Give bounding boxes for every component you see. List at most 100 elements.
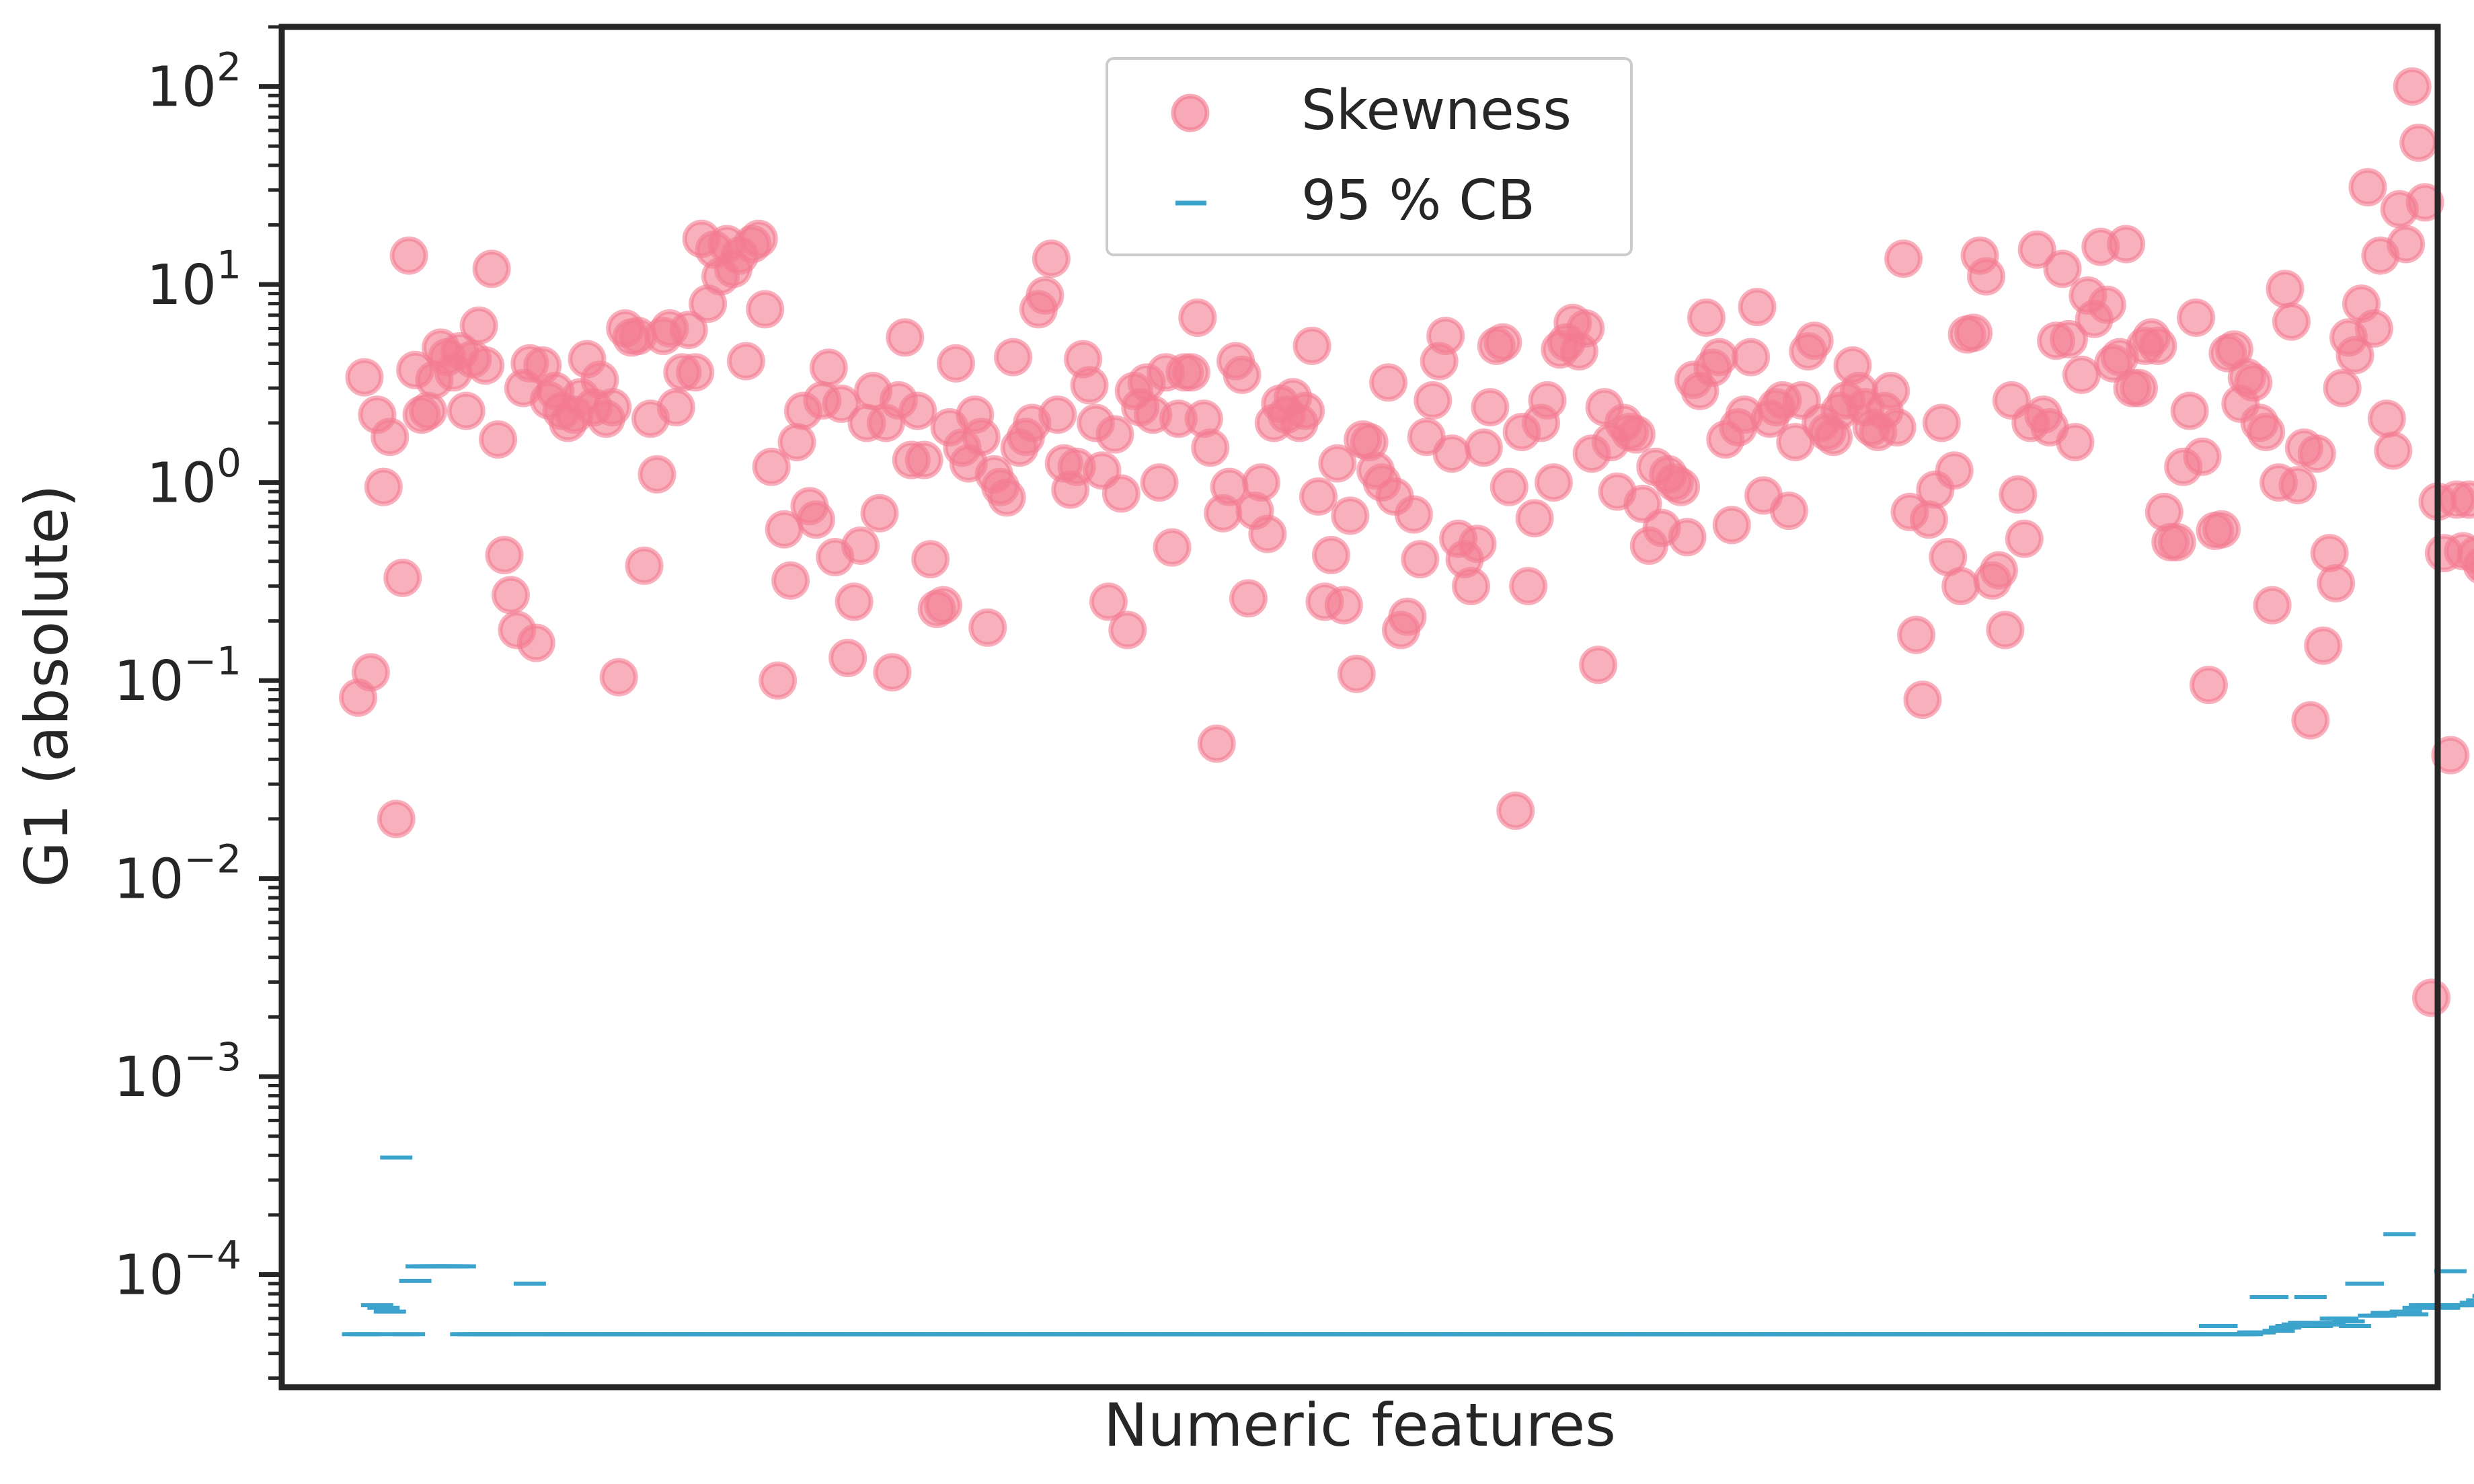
skewness-point [746, 290, 785, 329]
y-tick-exponent: −2 [184, 836, 242, 882]
skewness-point [2234, 363, 2273, 402]
skewness-point [987, 478, 1026, 517]
skewness-point [822, 384, 861, 423]
skewness-point [447, 391, 486, 430]
skewness-point [2335, 336, 2374, 375]
skewness-point [2120, 368, 2159, 407]
skewness-point [1769, 492, 1808, 531]
skewness-point [771, 561, 810, 600]
skewness-point [2017, 230, 2056, 269]
skewness-point [2317, 563, 2356, 602]
y-tick-label: 10−3 [114, 1034, 241, 1109]
y-axis-label: G1 (absolute) [12, 484, 81, 887]
y-tick-exponent: −3 [184, 1034, 242, 1080]
skewness-point [2202, 510, 2241, 549]
skewness-point [1140, 463, 1179, 502]
y-tick-base: 10 [114, 848, 184, 912]
cb-series [342, 1155, 2474, 1337]
y-tick-exponent: 0 [217, 440, 241, 486]
skewness-point [2043, 249, 2082, 288]
skewness-point [860, 494, 899, 533]
skewness-point [371, 418, 410, 457]
skewness-point [2272, 302, 2311, 341]
skewness-point [1191, 428, 1230, 467]
y-tick-base: 10 [114, 1046, 184, 1109]
skewness-point [2183, 437, 2222, 476]
y-tick-exponent: 1 [217, 242, 241, 288]
skewness-point [2348, 167, 2387, 206]
skewness-point [962, 418, 1001, 457]
skewness-point [1248, 514, 1287, 553]
skewness-point [1089, 582, 1128, 621]
skewness-point [2266, 270, 2305, 309]
y-tick-label: 10−2 [114, 836, 241, 912]
skewness-point [669, 311, 708, 350]
skewness-point [1566, 309, 1605, 348]
skewness-point [409, 391, 448, 430]
skewness-point [911, 540, 950, 579]
skewness-point [1414, 381, 1453, 420]
skewness-point [1369, 363, 1408, 402]
skewness-point [1292, 326, 1331, 365]
skewness-point [886, 318, 925, 357]
skewness-point [904, 440, 943, 479]
skewness-point [1884, 239, 1923, 278]
y-tick-label: 102 [147, 44, 241, 120]
skewness-point [377, 799, 416, 838]
skewness-point [1515, 499, 1554, 538]
y-tick-base: 10 [147, 452, 217, 516]
skewness-point [1153, 528, 1192, 567]
y-tick-label: 10−4 [114, 1233, 241, 1308]
skewness-point [2354, 309, 2393, 348]
skewness-point [1579, 646, 1618, 685]
skewness-point [1286, 391, 1325, 430]
skewness-point [835, 582, 874, 621]
skewness-point [2177, 298, 2216, 337]
legend-skewness-marker [1171, 93, 1210, 132]
skewness-point [994, 338, 1033, 377]
skewness-point [1871, 371, 1910, 410]
skewness-point [1999, 475, 2038, 514]
skewness-point [1178, 298, 1217, 337]
skewness-point [2278, 466, 2317, 505]
skewness-point [2469, 555, 2474, 581]
skewness-point [485, 536, 524, 575]
skewness-point [1528, 381, 1567, 420]
skewness-point [2367, 399, 2406, 438]
y-tick-label: 10−1 [114, 638, 241, 713]
skewness-point [739, 219, 778, 258]
y-tick-base: 10 [147, 56, 217, 120]
skewness-point [383, 558, 422, 597]
y-tick-base: 10 [147, 253, 217, 317]
skewness-point [1490, 467, 1529, 506]
skewness-point [1432, 434, 1471, 473]
y-tick-label: 101 [147, 242, 241, 317]
skewness-point [2374, 431, 2413, 470]
skewness-point [1922, 403, 1961, 442]
skewness-point [2291, 701, 2330, 740]
skewness-point [2387, 225, 2426, 264]
skewness-point [1299, 477, 1338, 516]
skewness-point [873, 653, 912, 692]
skewness-point [1171, 353, 1210, 392]
skewness-point [2253, 586, 2292, 625]
skewness-point [1903, 680, 1942, 719]
skewness-point [2431, 736, 2470, 775]
skewness-point [1401, 540, 1440, 579]
skewness-point [936, 344, 975, 383]
skewness-point [1026, 276, 1065, 315]
skewness-point [898, 391, 937, 430]
skewness-point [1699, 338, 1738, 377]
skewness-point [1324, 586, 1363, 625]
legend-cb-label: 95 % CB [1301, 169, 1535, 233]
x-axis-label: Numeric features [1104, 1391, 1616, 1460]
skewness-point [2157, 522, 2196, 561]
skewness-point [599, 658, 638, 697]
skewness-point [1038, 395, 1077, 434]
skewness-point [2247, 412, 2286, 451]
skewness-point [1483, 323, 1522, 362]
skewness-point [1241, 463, 1280, 502]
skewness-point [1935, 451, 1974, 490]
skewness-point [593, 388, 632, 427]
